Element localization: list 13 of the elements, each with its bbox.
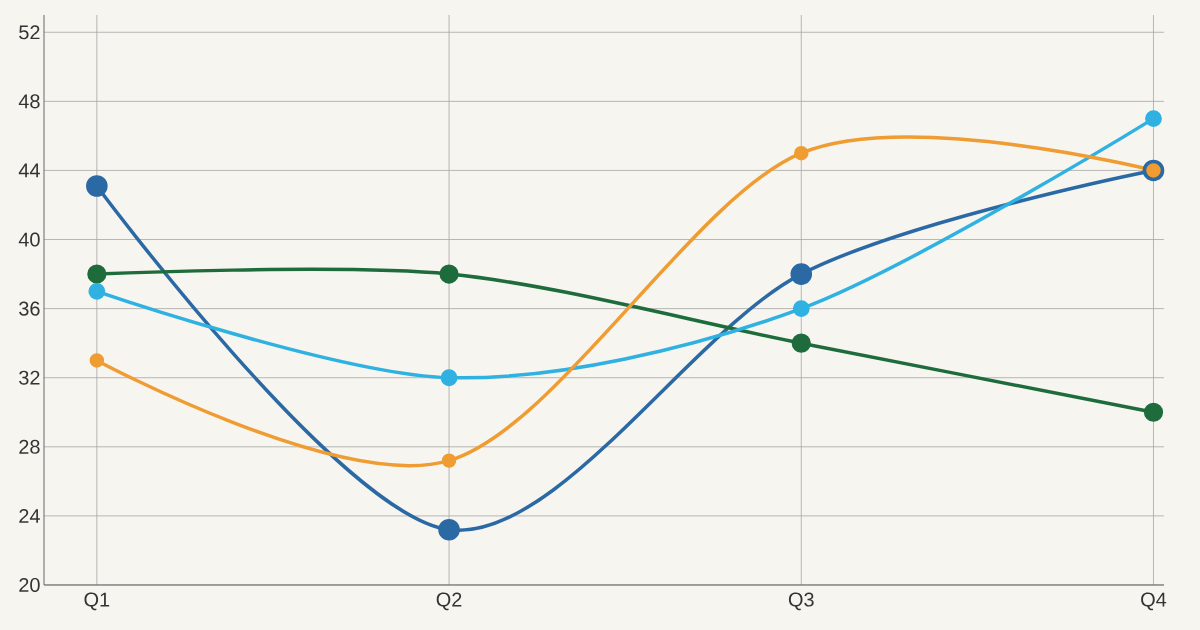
y-tick-label: 40 [18,232,40,247]
y-tick-label: 36 [19,301,40,316]
y-tick-label: 48 [18,94,40,109]
y-tick-label: 24 [19,508,40,523]
y-tick-label: 52 [19,25,40,40]
x-tick-label: Q3 [788,592,814,611]
y-tick-label: 28 [19,439,40,454]
y-tick-label: 32 [19,370,40,385]
x-tick-label: Q4 [1141,592,1167,611]
x-tick-label: Q1 [84,592,110,611]
y-tick-label: 20 [19,577,40,593]
x-tick-label: Q2 [436,592,462,611]
y-tick-label: 44 [18,163,40,178]
